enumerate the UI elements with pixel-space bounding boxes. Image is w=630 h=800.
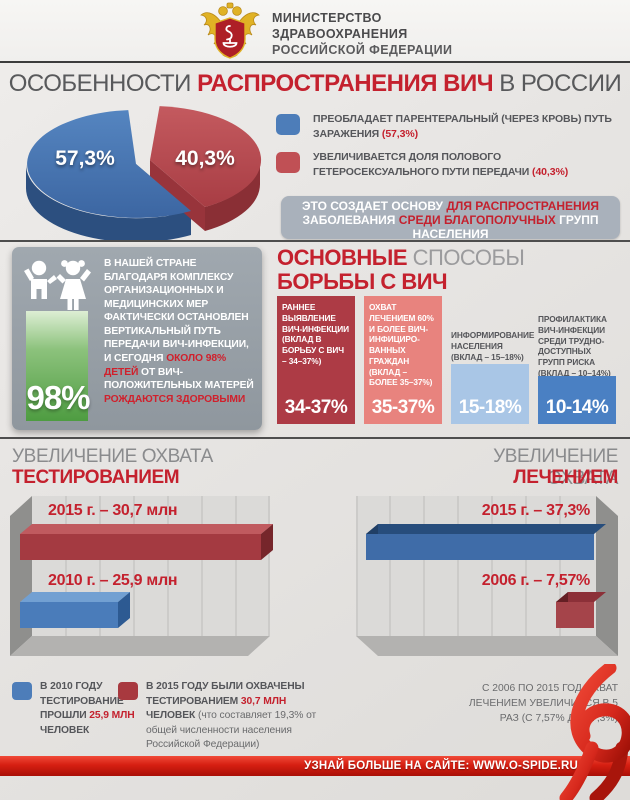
pie-label-red: 40,3% — [175, 147, 235, 170]
footnote-swatch-red — [118, 682, 138, 700]
treatment-chart-subtitle: ЛЕЧЕНИЕМ — [513, 467, 618, 488]
footnote-testing-2015: В 2015 ГОДУ БЫЛИ ОХВАЧЕНЫ ТЕСТИРОВАНИЕМ … — [146, 680, 328, 753]
ministry-line-3: РОССИЙСКОЙ ФЕДЕРАЦИИ — [272, 42, 453, 57]
divider — [0, 240, 630, 242]
green-bar — [26, 311, 88, 421]
f2-pre: В 2015 ГОДУ БЫЛИ ОХВАЧЕНЫ ТЕСТИРОВАНИЕМ — [146, 681, 305, 707]
f1-post: ЧЕЛОВЕК — [40, 724, 90, 736]
f2-value: 30,7 МЛН — [240, 695, 287, 707]
legend-item-heterosexual-text: УВЕЛИЧИВАЕТСЯ ДОЛЯ ПОЛОВОГО ГЕТЕРОСЕКСУА… — [313, 151, 533, 178]
healthy-children-percent: 98% — [26, 379, 90, 416]
method-box-early-detection: РАННЕЕ ВЫЯВЛЕНИЕ ВИЧ-ИНФЕКЦИИ (ВКЛАД В Б… — [277, 296, 355, 424]
treatment-chart-title: УВЕЛИЧЕНИЕ ОХВАТА — [493, 446, 618, 489]
method-value-3: 15-18% — [458, 397, 522, 418]
children-icon — [24, 260, 91, 310]
mother-child-text: В НАШЕЙ СТРАНЕ БЛАГОДАРЯ КОМПЛЕКСУ ОРГАН… — [104, 257, 256, 406]
method-desc-4: ПРОФИЛАКТИКА ВИЧ-ИНФЕКЦИИ СРЕДИ ТРУДНО-Д… — [538, 314, 611, 378]
page-title-highlight: РАСПРОСТРАНЕНИЯ ВИЧ — [197, 70, 494, 97]
divider — [0, 437, 630, 439]
method-value-2: 35-37% — [371, 397, 435, 418]
legend-item-heterosexual-value: (40,3%) — [532, 165, 569, 178]
legend-swatch-red — [276, 152, 300, 173]
method-box-prevention — [538, 376, 616, 424]
testing-chart-title: УВЕЛИЧЕНИЕ ОХВАТА — [12, 446, 213, 467]
mc-seg3: ОТ ВИЧ-ПОЛОЖИТЕЛЬНЫХ МАТЕРЕЙ — [104, 366, 254, 392]
ministry-name: МИНИСТЕРСТВО ЗДРАВООХРАНЕНИЯ РОССИЙСКОЙ … — [272, 11, 452, 58]
f1-value: 25,9 МЛН — [89, 710, 135, 722]
methods-title: ОСНОВНЫЕ СПОСОБЫ БОРЬБЫ С ВИЧ — [277, 245, 525, 295]
ministry-line-2: ЗДРАВООХРАНЕНИЯ — [272, 26, 408, 41]
website-link[interactable]: УЗНАЙ БОЛЬШЕ НА САЙТЕ: WWW.O-SPIDE.RU — [304, 760, 578, 772]
spread-note-box: ЭТО СОЗДАЕТ ОСНОВУ ДЛЯ РАСПРОСТРАНЕНИЯ З… — [281, 196, 620, 242]
pie-label-blue: 57,3% — [55, 147, 115, 170]
legend-item-parenteral: ПРЕОБЛАДАЕТ ПАРЕНТЕРАЛЬНЫЙ (ЧЕРЕЗ КРОВЬ)… — [313, 112, 618, 141]
legend-item-heterosexual: УВЕЛИЧИВАЕТСЯ ДОЛЯ ПОЛОВОГО ГЕТЕРОСЕКСУА… — [313, 150, 618, 179]
transmission-pie-chart — [25, 106, 262, 242]
note-seg4: СРЕДИ БЛАГОПОЛУЧНЫХ — [398, 213, 560, 228]
f2-post: ЧЕЛОВЕК — [146, 710, 198, 722]
note-seg3: ЗАБОЛЕВАНИЯ — [302, 213, 399, 228]
method-value-4: 10-14% — [545, 397, 609, 418]
awareness-ribbon-icon — [559, 664, 630, 800]
method-box-informing — [451, 364, 529, 424]
treatment-bar-2015-label: 2015 г. – 37,3% — [481, 502, 591, 519]
treatment-bar-2006-label: 2006 г. – 7,57% — [481, 572, 591, 589]
legend-item-parenteral-text: ПРЕОБЛАДАЕТ ПАРЕНТЕРАЛЬНЫЙ (ЧЕРЕЗ КРОВЬ)… — [313, 113, 612, 140]
coat-of-arms-icon — [200, 2, 260, 59]
testing-bar-2010-label: 2010 г. – 25,9 млн — [48, 572, 178, 589]
website-banner: УЗНАЙ БОЛЬШЕ НА САЙТЕ: WWW.O-SPIDE.RU — [0, 756, 630, 776]
header-band — [0, 0, 630, 63]
page-title-part1: ОСОБЕННОСТИ — [8, 70, 198, 97]
methods-title-red1: ОСНОВНЫЕ — [277, 245, 408, 270]
footnote-testing-2010: В 2010 ГОДУ ТЕСТИРОВАНИЕ ПРОШЛИ 25,9 МЛН… — [40, 680, 140, 738]
testing-bar-chart — [10, 496, 273, 656]
mc-seg1: В НАШЕЙ СТРАНЕ БЛАГОДАРЯ КОМПЛЕКСУ ОРГАН… — [104, 258, 249, 365]
note-seg1: ЭТО СОЗДАЕТ ОСНОВУ — [302, 199, 447, 213]
f1-pre: В 2010 ГОДУ ТЕСТИРОВАНИЕ ПРОШЛИ — [40, 681, 124, 722]
treatment-bar-chart — [356, 496, 618, 656]
methods-title-gray: СПОСОБЫ — [407, 245, 525, 270]
page-title: ОСОБЕННОСТИ РАСПРОСТРАНЕНИЯ ВИЧ В РОССИИ — [0, 70, 630, 98]
legend-item-parenteral-value: (57,3%) — [381, 127, 418, 140]
method-box-treatment-coverage: ОХВАТ ЛЕЧЕНИЕМ 60% И БОЛЕЕ ВИЧ-ИНФИЦИРО-… — [364, 296, 442, 424]
testing-bar-2015-label: 2015 г. – 30,7 млн — [48, 502, 178, 519]
method-desc-2: ОХВАТ ЛЕЧЕНИЕМ 60% И БОЛЕЕ ВИЧ-ИНФИЦИРО-… — [369, 302, 434, 388]
footnote-treatment: С 2006 ПО 2015 ГОД ОХВАТ ЛЕЧЕНИЕМ УВЕЛИЧ… — [468, 683, 618, 724]
mc-seg4: РОЖДАЮТСЯ ЗДОРОВЫМИ — [104, 393, 246, 405]
note-seg2: ДЛЯ РАСПРОСТРАНЕНИЯ — [446, 199, 599, 213]
note-seg5: ГРУПП НАСЕЛЕНИЯ — [412, 213, 599, 242]
testing-chart-subtitle: ТЕСТИРОВАНИЕМ — [12, 467, 180, 488]
footnote-swatch-blue — [12, 682, 32, 700]
legend-swatch-blue — [276, 114, 300, 135]
mc-seg2: ОКОЛО 98% ДЕТЕЙ — [104, 353, 227, 378]
method-value-1: 34-37% — [284, 397, 348, 418]
method-desc-3: ИНФОРМИРОВАНИЕ НАСЕЛЕНИЯ (ВКЛАД – 15–18%… — [451, 330, 535, 362]
method-desc-1: РАННЕЕ ВЫЯВЛЕНИЕ ВИЧ-ИНФЕКЦИИ (ВКЛАД В Б… — [282, 302, 349, 366]
f2-note: (что составляет 19,3% от общей численнос… — [146, 710, 317, 751]
page-title-part2: В РОССИИ — [493, 70, 622, 97]
ministry-line-1: МИНИСТЕРСТВО — [272, 11, 382, 25]
methods-title-red2: БОРЬБЫ С ВИЧ — [277, 269, 448, 295]
